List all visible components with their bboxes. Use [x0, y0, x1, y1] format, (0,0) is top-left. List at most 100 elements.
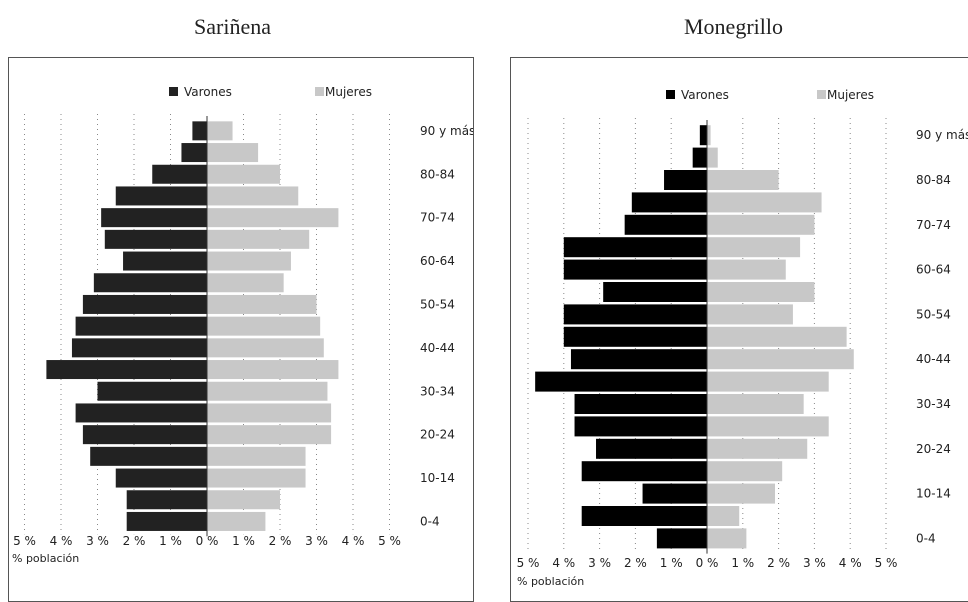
- age-label: 40-44: [916, 352, 951, 366]
- bar-mujeres-70-74: [207, 208, 339, 228]
- age-label: 90 y más: [916, 128, 968, 142]
- bar-varones-90 y más: [192, 121, 207, 141]
- age-label: 30-34: [916, 397, 951, 411]
- bar-varones-55-59: [93, 273, 207, 293]
- legend-label-mujeres: Mujeres: [325, 85, 372, 99]
- x-axis-label: % población: [517, 575, 584, 588]
- bar-mujeres-5-9: [707, 506, 740, 526]
- bar-varones-5-9: [126, 490, 207, 510]
- bar-varones-0-4: [656, 528, 707, 549]
- bar-mujeres-25-29: [707, 416, 829, 437]
- population-pyramid-sarinena: 0-4 10-14 20-24 30-34 40-44 50-54 60-64 70-74 80…: [12, 85, 473, 565]
- bar-mujeres-20-24: [707, 438, 808, 459]
- bar-mujeres-35-39: [207, 360, 339, 380]
- x-tick-label: 0 %: [696, 556, 719, 570]
- bar-varones-25-29: [75, 403, 207, 423]
- bar-mujeres-5-9: [207, 490, 280, 510]
- age-label: 30-34: [420, 384, 455, 398]
- bar-varones-15-19: [581, 461, 707, 482]
- bar-mujeres-75-79: [707, 192, 822, 213]
- bar-mujeres-65-69: [207, 229, 310, 249]
- age-label: 80-84: [420, 167, 455, 181]
- bar-varones-75-79: [631, 192, 707, 213]
- bar-varones-20-24: [82, 425, 207, 445]
- x-tick-label: 5 %: [875, 556, 898, 570]
- x-tick-label: 3 %: [588, 556, 611, 570]
- legend-label-mujeres: Mujeres: [827, 88, 874, 102]
- bar-varones-55-59: [603, 282, 707, 302]
- bar-mujeres-50-54: [707, 304, 793, 325]
- x-tick-label: 4 %: [552, 556, 575, 570]
- bar-mujeres-45-49: [207, 316, 321, 336]
- bar-mujeres-15-19: [207, 446, 306, 466]
- bar-mujeres-60-64: [707, 259, 786, 280]
- bar-varones-70-74: [624, 214, 707, 235]
- bar-mujeres-25-29: [207, 403, 332, 423]
- bar-varones-45-49: [75, 316, 207, 336]
- x-tick-label: 2 %: [123, 534, 146, 548]
- bar-varones-5-9: [581, 506, 707, 526]
- legend-swatch-mujeres: [315, 87, 324, 96]
- bar-mujeres-30-34: [207, 381, 328, 401]
- age-label: 80-84: [916, 173, 951, 187]
- bar-mujeres-85-89: [207, 143, 259, 163]
- age-label: 10-14: [916, 487, 951, 501]
- legend-swatch-mujeres: [817, 90, 826, 99]
- age-label: 0-4: [420, 514, 440, 528]
- bar-varones-80-84: [664, 170, 707, 190]
- chart-frame-monegrillo: 0-4 10-14 20-24 30-34 40-44 50-54 60-64 70-74 80…: [510, 57, 968, 602]
- bar-varones-65-69: [104, 229, 207, 249]
- bar-varones-50-54: [82, 294, 207, 314]
- bar-mujeres-65-69: [707, 237, 801, 258]
- chart-frame-sarinena: 0-4 10-14 20-24 30-34 40-44 50-54 60-64 70-74 80…: [8, 57, 474, 602]
- bar-varones-85-89: [692, 147, 707, 168]
- bar-mujeres-55-59: [707, 282, 815, 302]
- bar-varones-25-29: [574, 416, 707, 437]
- x-tick-label: 2 %: [624, 556, 647, 570]
- population-pyramid-monegrillo: 0-4 10-14 20-24 30-34 40-44 50-54 60-64 70-74 80…: [517, 88, 968, 588]
- bar-mujeres-10-14: [707, 483, 776, 504]
- x-tick-label: 5 %: [378, 534, 401, 548]
- x-tick-label: 2 %: [269, 534, 292, 548]
- x-tick-label: 4 %: [839, 556, 862, 570]
- x-tick-label: 5 %: [13, 534, 36, 548]
- x-tick-label: 1 %: [660, 556, 683, 570]
- bar-varones-60-64: [563, 259, 707, 280]
- age-label: 20-24: [916, 442, 951, 456]
- bar-mujeres-0-4: [707, 528, 747, 549]
- bar-mujeres-50-54: [207, 294, 317, 314]
- bar-mujeres-20-24: [207, 425, 332, 445]
- bar-mujeres-30-34: [707, 394, 804, 414]
- age-label: 70-74: [420, 211, 455, 225]
- bar-mujeres-40-44: [207, 338, 324, 358]
- bar-mujeres-45-49: [707, 326, 847, 347]
- legend-label-varones: Varones: [184, 85, 232, 99]
- bar-varones-75-79: [115, 186, 207, 206]
- age-label: 60-64: [420, 254, 455, 268]
- x-tick-label: 1 %: [731, 556, 754, 570]
- legend-swatch-varones: [666, 90, 675, 99]
- legend-label-varones: Varones: [681, 88, 729, 102]
- bar-varones-40-44: [71, 338, 207, 358]
- bar-mujeres-90 y más: [707, 125, 711, 146]
- age-label: 10-14: [420, 471, 455, 485]
- bar-mujeres-75-79: [207, 186, 299, 206]
- x-tick-label: 1 %: [232, 534, 255, 548]
- bar-varones-35-39: [46, 360, 208, 380]
- bar-mujeres-35-39: [707, 371, 829, 392]
- age-label: 0-4: [916, 531, 936, 545]
- bar-varones-15-19: [90, 446, 207, 466]
- age-label: 60-64: [916, 263, 951, 277]
- bar-varones-35-39: [535, 371, 707, 392]
- age-label: 70-74: [916, 218, 951, 232]
- bar-mujeres-15-19: [707, 461, 783, 482]
- x-tick-label: 5 %: [517, 556, 540, 570]
- bar-varones-80-84: [152, 164, 207, 184]
- x-tick-label: 2 %: [767, 556, 790, 570]
- bar-varones-70-74: [101, 208, 207, 228]
- age-label: 90 y más: [420, 124, 473, 138]
- bar-mujeres-80-84: [707, 170, 779, 190]
- x-axis-label: % población: [12, 552, 79, 565]
- x-tick-label: 0 %: [196, 534, 219, 548]
- x-tick-label: 3 %: [305, 534, 328, 548]
